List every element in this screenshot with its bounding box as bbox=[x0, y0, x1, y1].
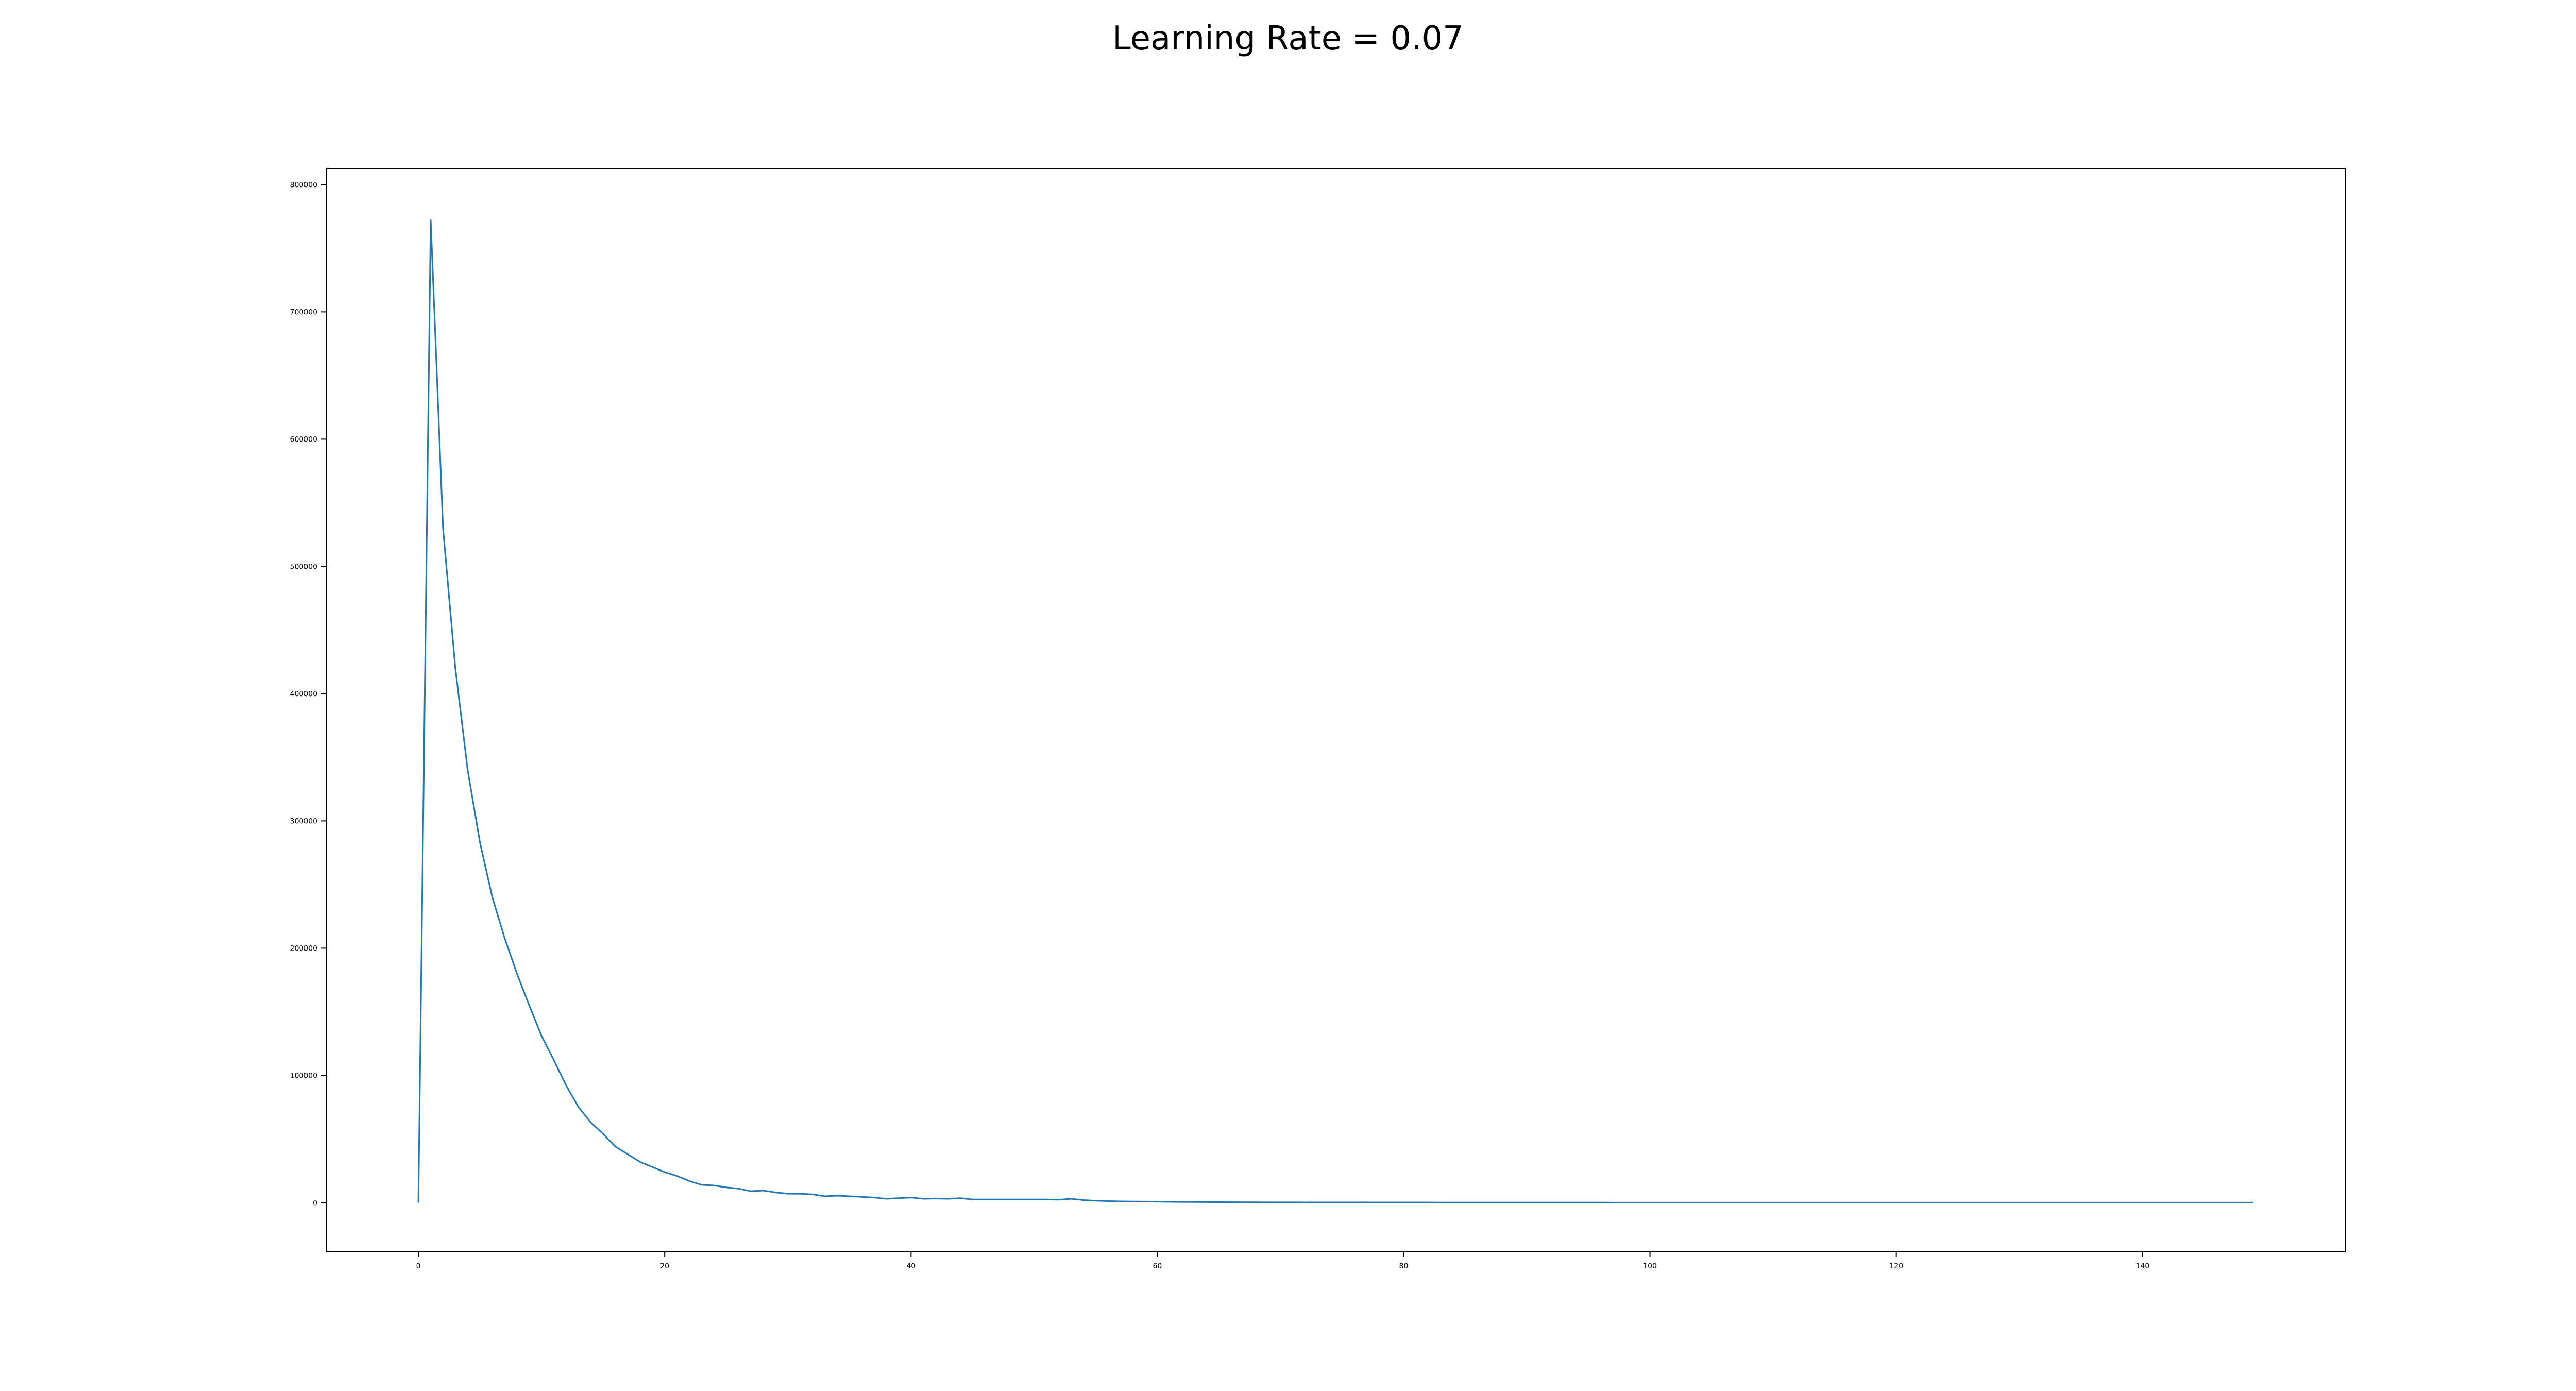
y-tick-label: 700000 bbox=[290, 308, 317, 316]
series-line bbox=[417, 219, 2253, 1203]
x-tick-label: 60 bbox=[1153, 1262, 1162, 1270]
chart-title: Learning Rate = 0.07 bbox=[1112, 20, 1464, 58]
y-tick-label: 300000 bbox=[290, 817, 317, 825]
x-axis: 0 20 40 60 80 100 120 140 bbox=[416, 1252, 2149, 1270]
x-tick-label: 0 bbox=[416, 1262, 421, 1270]
y-tick-label: 0 bbox=[313, 1199, 317, 1207]
axes-frame bbox=[326, 168, 2346, 1252]
y-tick-label: 500000 bbox=[290, 563, 317, 571]
y-tick-label: 600000 bbox=[290, 435, 317, 444]
y-axis: 0 100000 200000 300000 400000 500000 600000 700… bbox=[290, 181, 327, 1207]
y-tick-label: 400000 bbox=[290, 690, 317, 698]
x-tick-label: 140 bbox=[2136, 1262, 2149, 1270]
x-tick-label: 20 bbox=[660, 1262, 669, 1270]
x-tick-label: 40 bbox=[906, 1262, 916, 1270]
x-tick-label: 120 bbox=[1889, 1262, 1903, 1270]
y-tick-label: 800000 bbox=[290, 181, 317, 189]
x-tick-label: 80 bbox=[1399, 1262, 1409, 1270]
x-tick-label: 100 bbox=[1643, 1262, 1657, 1270]
y-tick-label: 200000 bbox=[290, 944, 317, 953]
y-tick-label: 100000 bbox=[290, 1072, 317, 1080]
